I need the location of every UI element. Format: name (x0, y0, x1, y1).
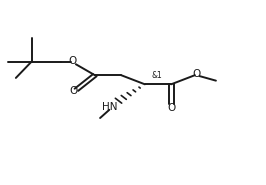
Text: &1: &1 (151, 71, 162, 80)
Text: HN: HN (102, 102, 117, 112)
Text: O: O (192, 69, 200, 79)
Text: O: O (167, 103, 175, 113)
Text: O: O (69, 86, 77, 96)
Text: O: O (68, 56, 77, 66)
